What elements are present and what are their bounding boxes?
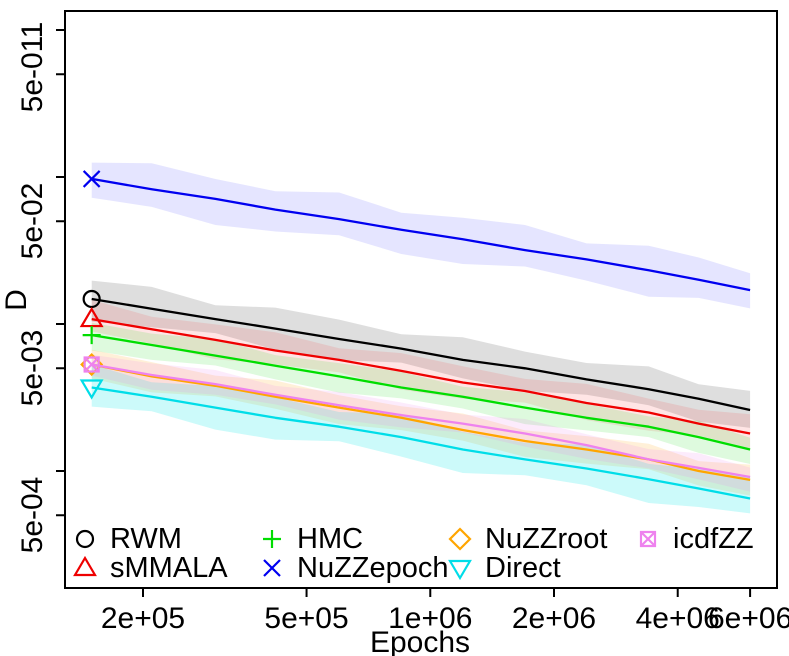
triangle-down-icon	[79, 379, 104, 400]
confidence-band-hmc	[91, 322, 751, 464]
series-line-smmala	[91, 317, 751, 435]
series-line-direct	[91, 386, 751, 500]
x-tick-label: 6e+06	[707, 602, 789, 635]
series-line-hmc	[91, 333, 751, 451]
series-line-icdfzz	[91, 363, 751, 479]
legend-label-direct: Direct	[485, 552, 561, 584]
legend-label-nuzzepoch: NuZZepoch	[297, 552, 449, 584]
x-tick-label: 2e+06	[511, 602, 597, 635]
triangle-up-icon	[79, 306, 104, 328]
legend-label-hmc: HMC	[297, 523, 364, 555]
legend-circle-icon	[75, 529, 95, 549]
x-tick-label: 5e+05	[264, 602, 349, 635]
legend-label-rwm: RWM	[110, 523, 182, 555]
legend-label-nuzzroot: NuZZroot	[485, 523, 608, 555]
legend-label-icdfzz: icdfZZ	[673, 523, 754, 555]
plot-box	[64, 10, 778, 589]
confidence-band-direct	[91, 364, 751, 514]
legend-diamond-icon	[448, 527, 472, 551]
legend-triangle-down-icon	[448, 559, 472, 581]
x-axis-title: Epochs	[369, 626, 471, 656]
confidence-band-nuzzepoch	[91, 162, 751, 309]
x-tick-label: 4e+06	[635, 602, 720, 635]
series-line-nuzzepoch	[91, 177, 751, 292]
x-tick-label: 2e+05	[100, 602, 186, 635]
x-icon	[82, 170, 101, 188]
square-x-icon	[83, 356, 100, 373]
confidence-band-rwm	[91, 280, 751, 428]
series-line-rwm	[91, 297, 751, 412]
confidence-band-icdfzz	[91, 354, 751, 492]
legend-x-icon	[263, 559, 281, 577]
legend-square-x-icon	[639, 530, 657, 548]
x-tick-label: 1e+06	[388, 602, 473, 635]
legend-triangle-up-icon	[73, 555, 97, 577]
legend-plus-icon	[263, 530, 281, 548]
plus-icon	[82, 326, 101, 345]
legend-label-smmala: sMMALA	[110, 552, 228, 584]
